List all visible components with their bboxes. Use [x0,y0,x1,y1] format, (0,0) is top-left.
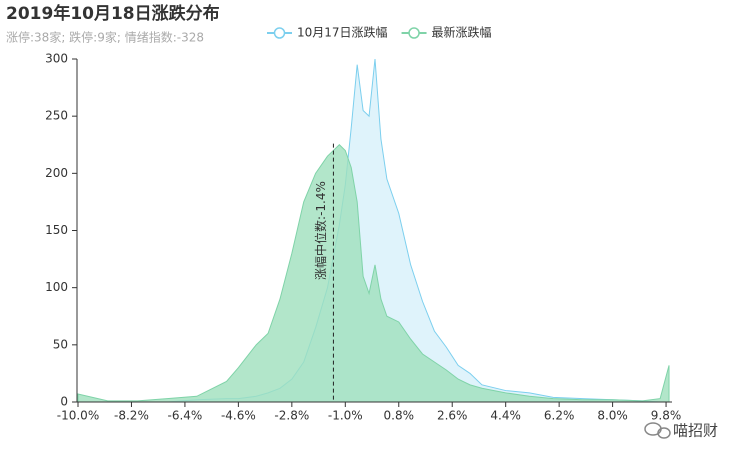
y-tick-label: 100 [45,280,68,294]
area [77,144,670,403]
x-tick-label: -8.2% [114,409,149,423]
watermark-icon [644,422,671,439]
x-tick-label: -6.4% [168,409,203,423]
y-tick-label: 250 [45,109,68,123]
x-tick-label: 9.8% [651,409,682,423]
x-tick-label: 2.6% [437,409,468,423]
y-tick-label: 50 [53,337,68,351]
chart-title: 2019年10月18日涨跌分布 [6,3,220,24]
median-label: 涨幅中位数:-1.4% [313,181,328,280]
chart-subtitle: 涨停:38家; 跌停:9家; 情绪指数:-328 [6,30,204,45]
x-tick-label: 4.4% [490,409,521,423]
legend-marker [273,27,286,39]
x-tick-label: -2.8% [274,409,309,423]
x-tick-label: 8.0% [597,409,628,423]
x-tick-label: -10.0% [57,409,99,423]
watermark: 喵招财 [673,422,718,440]
x-tick-label: 0.8% [384,409,415,423]
y-tick-label: 300 [45,52,68,66]
legend-label: 10月17日涨跌幅 [297,25,388,40]
y-tick-label: 0 [60,395,68,409]
legend-label: 最新涨跌幅 [432,25,492,40]
x-tick-label: -4.6% [221,409,256,423]
y-tick-label: 200 [45,166,68,180]
x-tick-label: 6.2% [544,409,575,423]
x-tick-label: -1.0% [328,409,363,423]
y-tick-label: 150 [45,223,68,237]
legend-marker [408,27,420,39]
